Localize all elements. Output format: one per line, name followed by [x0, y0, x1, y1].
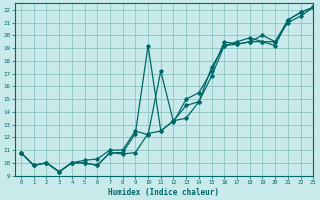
X-axis label: Humidex (Indice chaleur): Humidex (Indice chaleur): [108, 188, 220, 197]
